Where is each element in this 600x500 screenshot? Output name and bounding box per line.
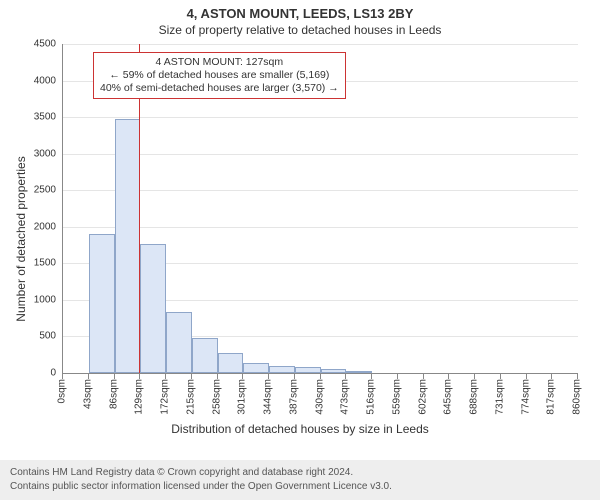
histogram-bar — [346, 371, 372, 373]
plot-wrap: Number of detached properties 0500100015… — [0, 40, 600, 438]
x-tick-label: 473sqm — [340, 379, 351, 415]
x-tick-label: 0sqm — [57, 379, 68, 403]
histogram-bar — [89, 234, 115, 373]
x-tick-label: 860sqm — [572, 379, 583, 415]
x-tick-label: 344sqm — [263, 379, 274, 415]
x-tick-label: 731sqm — [494, 379, 505, 415]
x-tick-label: 516sqm — [366, 379, 377, 415]
footer-line1: Contains HM Land Registry data © Crown c… — [10, 466, 590, 480]
y-tick-label: 1500 — [34, 258, 56, 269]
annotation-box: 4 ASTON MOUNT: 127sqm ← 59% of detached … — [93, 52, 346, 99]
chart-title: 4, ASTON MOUNT, LEEDS, LS13 2BY — [0, 6, 600, 21]
y-tick-label: 500 — [39, 331, 56, 342]
x-tick-label: 602sqm — [417, 379, 428, 415]
y-tick-label: 4500 — [34, 39, 56, 50]
x-tick-label: 645sqm — [443, 379, 454, 415]
x-tick-label: 387sqm — [288, 379, 299, 415]
x-tick-label: 774sqm — [520, 379, 531, 415]
x-tick-label: 129sqm — [134, 379, 145, 415]
x-tick-label: 301sqm — [237, 379, 248, 415]
footer: Contains HM Land Registry data © Crown c… — [0, 460, 600, 500]
x-tick-label: 258sqm — [211, 379, 222, 415]
histogram-bar — [269, 366, 295, 373]
y-tick-label: 4000 — [34, 75, 56, 86]
histogram-bar — [166, 312, 192, 373]
annotation-line1: 4 ASTON MOUNT: 127sqm — [100, 56, 339, 69]
annotation-line2: ← 59% of detached houses are smaller (5,… — [100, 69, 339, 82]
histogram-bar — [218, 353, 244, 373]
plot-area: 4 ASTON MOUNT: 127sqm ← 59% of detached … — [62, 44, 578, 374]
x-tick-label: 43sqm — [82, 379, 93, 409]
histogram-bar — [321, 369, 347, 373]
x-tick-label: 430sqm — [314, 379, 325, 415]
x-tick-label: 86sqm — [108, 379, 119, 409]
histogram-bar — [140, 244, 166, 373]
histogram-bar — [192, 338, 218, 373]
y-axis-ticks: 050010001500200025003000350040004500 — [0, 44, 60, 374]
x-tick-label: 172sqm — [160, 379, 171, 415]
footer-line2: Contains public sector information licen… — [10, 480, 590, 494]
y-tick-label: 1000 — [34, 294, 56, 305]
y-tick-label: 0 — [50, 368, 56, 379]
histogram-bar — [243, 363, 269, 373]
histogram-bar — [295, 367, 321, 373]
chart-subtitle: Size of property relative to detached ho… — [0, 23, 600, 37]
x-tick-label: 817sqm — [546, 379, 557, 415]
histogram-bar — [115, 119, 141, 373]
x-axis-title: Distribution of detached houses by size … — [0, 422, 600, 436]
x-axis-ticks: 0sqm43sqm86sqm129sqm172sqm215sqm258sqm30… — [62, 375, 578, 425]
y-tick-label: 3000 — [34, 148, 56, 159]
y-tick-label: 3500 — [34, 112, 56, 123]
x-tick-label: 688sqm — [469, 379, 480, 415]
y-tick-label: 2000 — [34, 221, 56, 232]
x-tick-label: 559sqm — [391, 379, 402, 415]
x-tick-label: 215sqm — [185, 379, 196, 415]
annotation-line3: 40% of semi-detached houses are larger (… — [100, 82, 339, 95]
y-tick-label: 2500 — [34, 185, 56, 196]
